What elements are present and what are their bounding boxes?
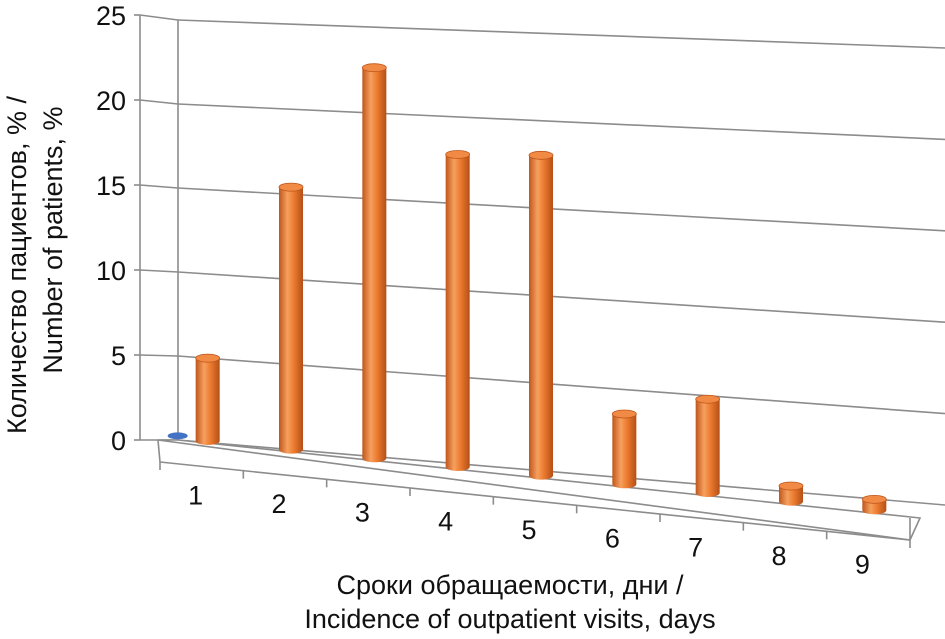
y-tick-label: 0: [111, 426, 126, 456]
x-axis-title-line2: Incidence of outpatient visits, days: [304, 604, 715, 634]
bar-top: [278, 182, 304, 192]
bar-top: [528, 150, 554, 160]
x-tick-label: 9: [855, 550, 870, 580]
x-tick-label: 8: [771, 541, 786, 571]
floor: [157, 439, 922, 541]
side-gridline: [139, 14, 179, 21]
y-axis-title-line2: Number of patients, %: [38, 106, 68, 373]
bar: [861, 494, 887, 515]
gridline: [177, 439, 945, 506]
bar: [528, 150, 554, 480]
x-tick-label: 7: [688, 532, 703, 562]
bar-body: [362, 67, 387, 463]
bar: [695, 394, 721, 497]
bar-top: [695, 394, 721, 404]
gridlines: [139, 14, 945, 506]
bar-top: [195, 353, 221, 363]
y-tick-label: 15: [96, 171, 126, 201]
y-tick-label: 25: [96, 1, 126, 31]
side-gridline: [139, 354, 179, 357]
bar-body: [695, 399, 720, 497]
bar-body: [445, 154, 470, 471]
bar: [195, 353, 221, 445]
bar-body: [279, 187, 303, 454]
axes: [134, 14, 922, 548]
bar-top: [861, 494, 887, 504]
bar-top: [361, 63, 387, 73]
bar-body: [779, 486, 803, 506]
bar-top: [445, 150, 471, 159]
gridline: [177, 187, 945, 232]
bar-top: [611, 409, 637, 419]
gridline: [177, 355, 945, 415]
bar-body: [529, 155, 553, 480]
gridline: [177, 271, 945, 323]
x-tick-label: 1: [188, 480, 203, 510]
x-tick-label: 2: [271, 489, 286, 519]
x-tick-label: 3: [355, 498, 370, 528]
gridline: [177, 19, 945, 49]
side-gridline: [139, 269, 179, 273]
y-tick-label: 5: [111, 341, 126, 371]
side-gridline: [139, 184, 179, 189]
bar-body: [195, 358, 220, 445]
y-tick-label: 10: [96, 256, 126, 286]
x-tick-label: 4: [438, 506, 453, 536]
y-axis-title-line1: Количество пациентов, % /: [2, 95, 32, 434]
bar: [778, 481, 804, 506]
bar-top: [778, 481, 804, 491]
tick-labels: 0 5 10 15 20 25 1 2 3 4 5 6 7 8 9: [96, 1, 870, 580]
side-gridline: [139, 99, 179, 105]
gridline: [177, 103, 945, 141]
floor-front-edge: [157, 439, 161, 463]
bar: [445, 150, 471, 471]
bars: [167, 63, 887, 515]
x-tick-label: 6: [605, 524, 620, 554]
x-axis-title-line1: Сроки обращаемости, дни /: [337, 570, 684, 600]
bar: [361, 63, 387, 463]
bar: [278, 182, 304, 454]
zero-marker: [167, 432, 188, 440]
bar: [611, 409, 637, 489]
x-axis-line: [159, 461, 911, 541]
y-tick-label: 20: [96, 86, 126, 116]
bar-body: [612, 413, 637, 489]
x-tick-label: 5: [521, 515, 536, 545]
